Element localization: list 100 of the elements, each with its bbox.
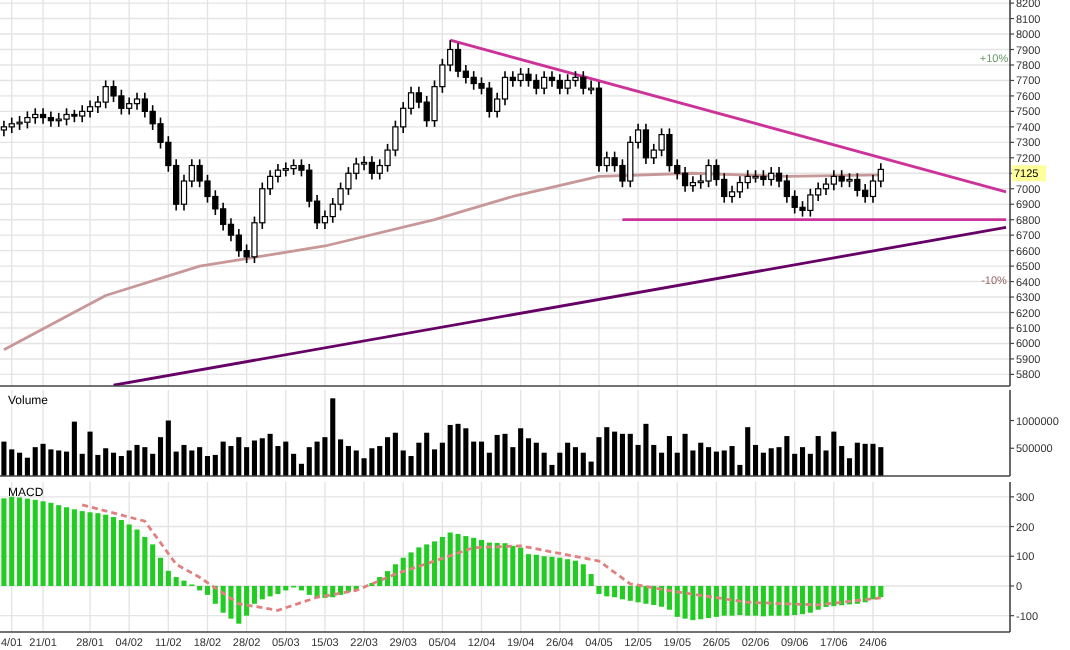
- bar: [815, 436, 821, 476]
- bar: [87, 512, 93, 586]
- bar: [95, 513, 101, 586]
- candlestick: [141, 92, 148, 119]
- candlestick: [282, 161, 289, 178]
- candlestick: [627, 135, 634, 188]
- candlestick: [102, 79, 109, 110]
- bar: [604, 427, 610, 476]
- bar: [79, 511, 85, 586]
- bar: [455, 533, 461, 586]
- bar: [784, 436, 790, 476]
- candlestick: [642, 122, 650, 165]
- bar: [486, 542, 492, 586]
- bar: [103, 448, 109, 476]
- candlestick: [548, 70, 556, 88]
- bar: [9, 449, 15, 476]
- bar: [71, 509, 77, 586]
- bar: [572, 560, 579, 586]
- bar: [878, 585, 884, 598]
- candlestick: [556, 73, 563, 96]
- bar: [682, 433, 688, 476]
- candlestick: [235, 228, 242, 258]
- line-series: [2, 171, 883, 352]
- bar: [353, 450, 359, 476]
- bar: [768, 448, 774, 476]
- candlestick: [658, 127, 665, 158]
- candlestick: [274, 163, 282, 184]
- bar: [870, 443, 876, 476]
- bar: [431, 541, 438, 586]
- bar: [306, 447, 312, 476]
- bar: [267, 585, 273, 597]
- bar: [236, 585, 242, 624]
- bar: [392, 564, 398, 586]
- bar: [71, 421, 77, 476]
- bar: [118, 520, 124, 586]
- bar: [792, 585, 798, 616]
- candlestick: [807, 187, 814, 218]
- bar: [870, 585, 876, 600]
- bar: [244, 585, 250, 616]
- bar: [9, 496, 15, 586]
- bar: [392, 432, 398, 476]
- bar: [455, 423, 461, 476]
- bar: [799, 585, 806, 615]
- bar: [463, 428, 469, 476]
- bar: [572, 447, 579, 476]
- bar: [729, 585, 735, 616]
- bar: [768, 585, 774, 616]
- bar: [502, 543, 508, 586]
- bar: [745, 427, 751, 476]
- bar: [463, 536, 469, 586]
- candlestick: [830, 169, 837, 192]
- bar: [784, 585, 790, 616]
- bar: [635, 585, 641, 603]
- bar: [385, 437, 391, 476]
- candlestick: [744, 169, 751, 190]
- candlestick: [55, 112, 62, 128]
- bar: [142, 536, 148, 586]
- candlestick: [689, 175, 697, 193]
- bar: [612, 431, 618, 476]
- bar: [831, 585, 837, 607]
- bar: [878, 447, 884, 476]
- bar: [549, 556, 555, 586]
- bar: [103, 514, 109, 586]
- candlestick: [118, 88, 125, 116]
- candlestick: [768, 166, 775, 187]
- bar: [228, 585, 234, 619]
- candlestick: [869, 174, 877, 204]
- bar: [110, 517, 117, 586]
- bar: [150, 544, 156, 586]
- bar: [799, 447, 806, 476]
- bar: [330, 398, 336, 476]
- candlestick: [32, 107, 39, 125]
- bar: [236, 437, 242, 476]
- bar: [32, 499, 38, 586]
- bar: [220, 441, 226, 476]
- candlestick: [517, 67, 524, 88]
- candlestick: [681, 166, 689, 193]
- bar: [666, 436, 672, 476]
- candlestick: [533, 73, 540, 96]
- candlestick: [705, 158, 712, 188]
- bar: [447, 532, 453, 586]
- bar: [478, 539, 485, 586]
- bar: [706, 447, 712, 476]
- bar: [17, 452, 23, 476]
- bar: [862, 443, 868, 476]
- bar: [651, 585, 657, 605]
- bar: [682, 585, 688, 619]
- bar: [627, 433, 633, 476]
- candlestick: [486, 81, 493, 119]
- bar: [839, 585, 845, 606]
- bar: [424, 544, 430, 586]
- bar: [17, 497, 23, 586]
- candlestick: [454, 42, 462, 79]
- bar: [745, 585, 751, 616]
- candlestick: [541, 70, 548, 96]
- bar: [674, 585, 680, 617]
- bar: [518, 547, 524, 586]
- bar: [181, 580, 187, 586]
- candlestick: [353, 157, 360, 181]
- bar: [24, 498, 30, 586]
